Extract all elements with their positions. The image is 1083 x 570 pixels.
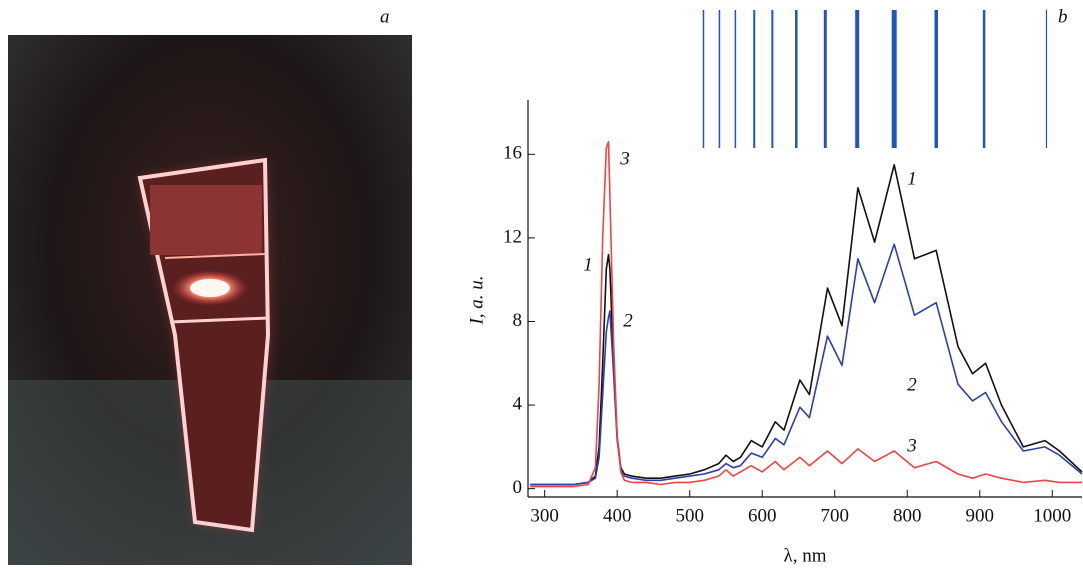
y-tick-label: 4: [513, 393, 523, 414]
series-line: [530, 141, 1082, 488]
curve-label: 3: [619, 148, 630, 169]
x-tick-label: 300: [530, 505, 559, 526]
x-tick-label: 900: [966, 505, 995, 526]
curve-label: 2: [623, 310, 633, 331]
panel-label: a: [380, 6, 390, 27]
curve-label: 1: [907, 168, 917, 189]
x-tick-label: 400: [603, 505, 632, 526]
curve-label: 3: [906, 435, 917, 456]
curve-label: 1: [583, 254, 593, 275]
series-line: [530, 243, 1083, 486]
y-axis-label: I, a. u.: [466, 275, 487, 325]
y-tick-label: 8: [513, 310, 523, 331]
y-tick-label: 0: [513, 477, 523, 498]
x-tick-label: 800: [893, 505, 922, 526]
x-tick-label: 1000: [1033, 505, 1071, 526]
x-tick-label: 600: [748, 505, 777, 526]
curve-label: 2: [907, 374, 917, 395]
x-tick-label: 500: [675, 505, 704, 526]
x-tick-label: 700: [820, 505, 849, 526]
photo: [8, 35, 412, 565]
panel-label: b: [1058, 6, 1068, 27]
y-tick-label: 16: [503, 143, 522, 164]
series-line: [530, 164, 1083, 486]
y-tick-label: 12: [503, 226, 522, 247]
x-axis-label: λ, nm: [784, 545, 827, 566]
